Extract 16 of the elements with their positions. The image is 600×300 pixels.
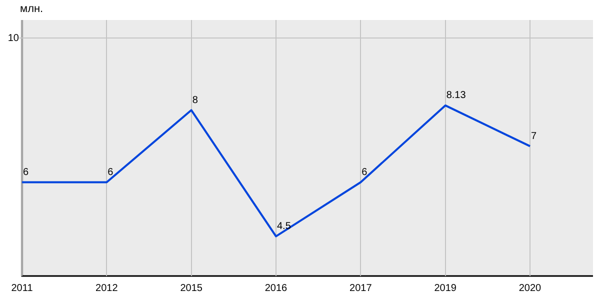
- data-label: 6: [362, 167, 368, 178]
- x-tick-label: 2015: [180, 282, 203, 294]
- x-tick-label: 2019: [434, 282, 457, 294]
- data-label: 6: [23, 167, 29, 178]
- x-tick-label: 2016: [264, 282, 288, 294]
- data-label: 4.5: [277, 221, 292, 232]
- data-label: 7: [531, 130, 537, 142]
- data-label: 6: [108, 167, 114, 178]
- x-tick-label: 2012: [96, 282, 118, 294]
- text: млн.: [20, 3, 44, 15]
- x-tick-label: 2020: [518, 282, 542, 294]
- data-label: 8: [192, 94, 198, 106]
- ref-line-label: 10: [8, 32, 20, 44]
- data-label: 8.13: [446, 90, 466, 102]
- x-tick-label: 2017: [350, 282, 372, 294]
- x-tick-label: 2011: [11, 282, 34, 294]
